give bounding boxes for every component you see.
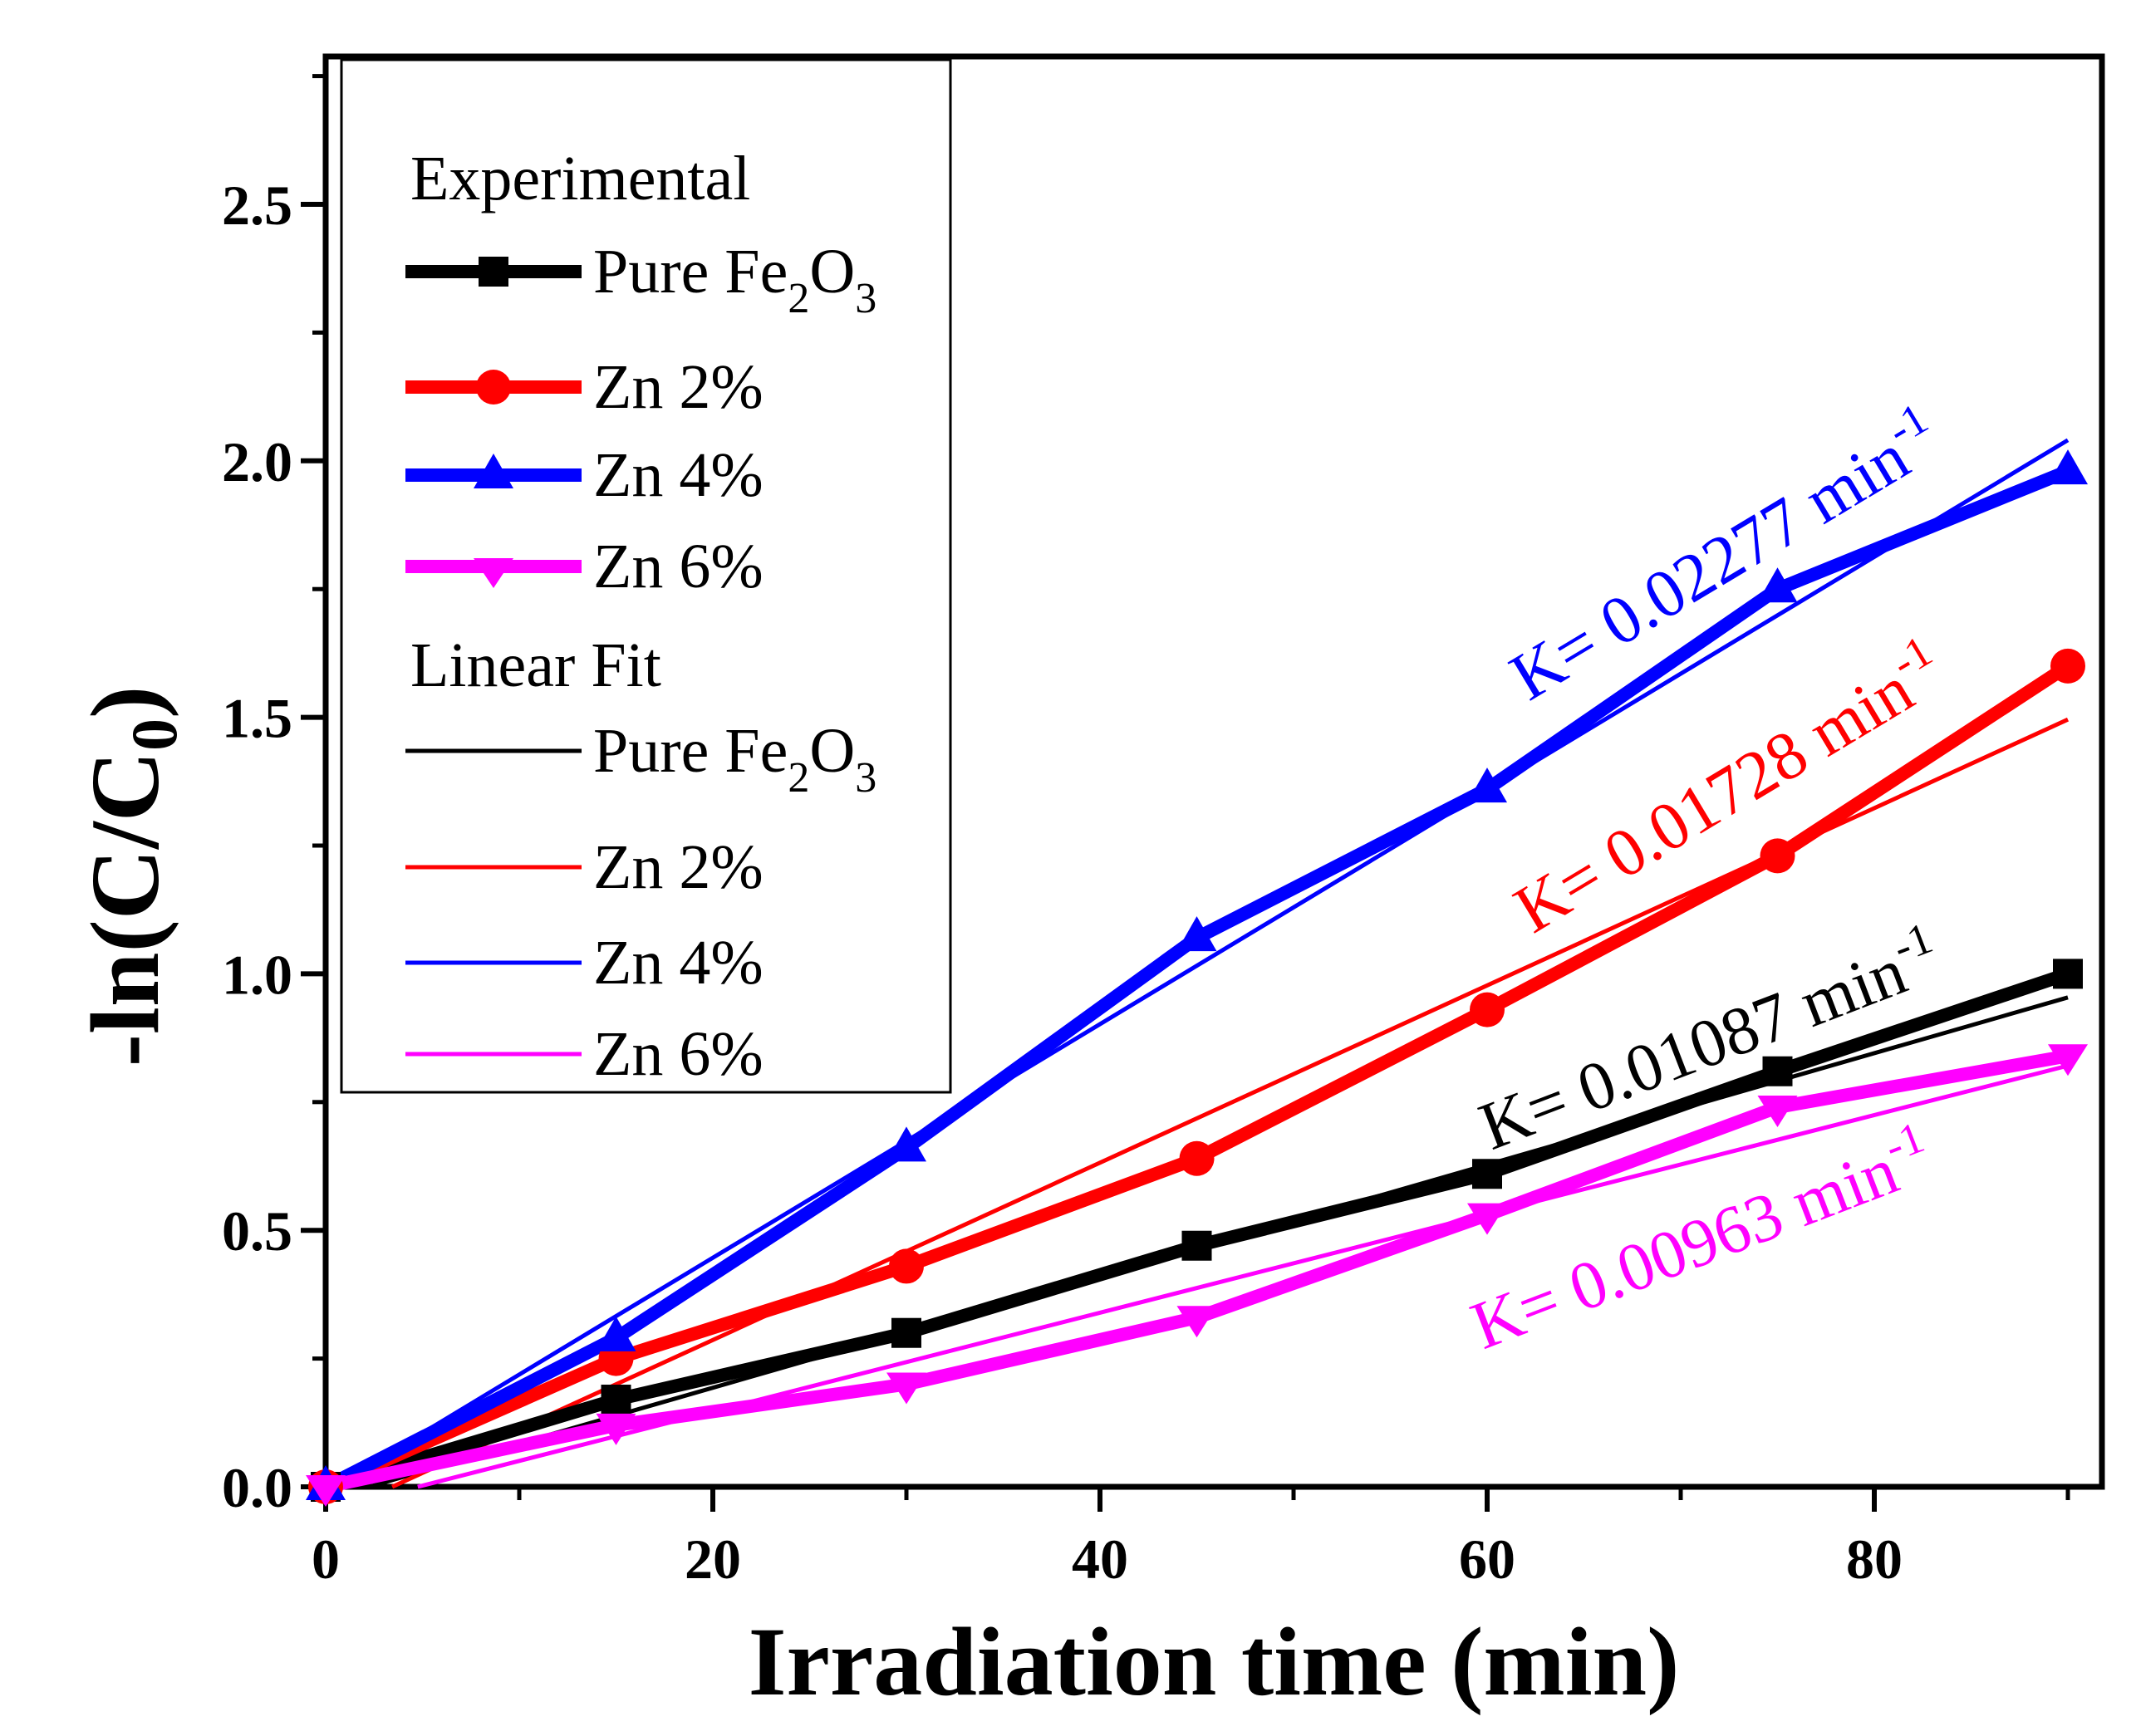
- y-tick-label: 0.5: [222, 1199, 292, 1263]
- legend-title-linear-fit: Linear Fit: [410, 630, 661, 700]
- legend: Experimental Pure Fe2O3 Zn 2% Zn 4% Zn 6…: [340, 58, 952, 1094]
- x-axis-label: Irradiation time (min): [749, 1607, 1680, 1716]
- x-tick-label: 0: [312, 1528, 340, 1591]
- data-point-pure-fe2o3: [601, 1385, 631, 1415]
- x-tick-label: 60: [1459, 1528, 1515, 1591]
- legend-fit-label-zn4: Zn 4%: [593, 928, 764, 998]
- legend-fit-label-zn2: Zn 2%: [593, 832, 764, 902]
- legend-exp-marker-pure: [479, 257, 508, 287]
- y-tick-label: 2.5: [222, 174, 292, 237]
- legend-exp-marker-zn2: [476, 370, 511, 405]
- data-point-pure-fe2o3: [2053, 959, 2083, 989]
- x-tick-label: 20: [685, 1528, 741, 1591]
- y-axis-label: -ln(C/C0): [71, 686, 190, 1067]
- data-point-zn-6: [1757, 1095, 1798, 1127]
- x-tick-label: 80: [1846, 1528, 1903, 1591]
- legend-exp-marker-zn6: [474, 558, 513, 588]
- data-point-pure-fe2o3: [1181, 1230, 1212, 1261]
- data-point-zn-4: [886, 1126, 926, 1162]
- legend-exp-label-zn2: Zn 2%: [593, 352, 764, 422]
- legend-exp-label-zn6: Zn 6%: [593, 532, 764, 601]
- data-point-zn-2: [1760, 838, 1795, 874]
- data-point-zn-4: [1176, 916, 1217, 952]
- y-tick-label: 0.0: [222, 1456, 292, 1519]
- data-point-zn-6: [886, 1372, 926, 1405]
- legend-exp-marker-zn4: [474, 454, 513, 488]
- data-point-zn-6: [1176, 1306, 1217, 1338]
- data-point-pure-fe2o3: [891, 1317, 921, 1348]
- y-tick-label: 1.5: [222, 687, 292, 750]
- y-tick-label: 1.0: [222, 943, 292, 1006]
- legend-box: [340, 58, 952, 1094]
- data-point-zn-2: [2050, 648, 2085, 684]
- data-point-zn-2: [1179, 1140, 1215, 1176]
- legend-fit-label-pure: Pure Fe2O3: [593, 716, 876, 802]
- data-point-zn-4: [596, 1316, 636, 1351]
- data-point-zn-6: [1467, 1203, 1507, 1235]
- plot-frame: [322, 53, 2105, 1490]
- data-point-zn-2: [1470, 992, 1505, 1027]
- data-markers: [306, 449, 2088, 1507]
- data-point-zn-4: [1467, 767, 1507, 803]
- data-point-zn-2: [889, 1248, 924, 1284]
- data-point-pure-fe2o3: [1762, 1056, 1793, 1086]
- data-point-pure-fe2o3: [1472, 1159, 1502, 1189]
- legend-exp-label-pure: Pure Fe2O3: [593, 237, 876, 322]
- data-point-zn-6: [2048, 1044, 2088, 1076]
- legend-title-experimental: Experimental: [410, 144, 750, 213]
- data-point-zn-6: [596, 1413, 636, 1445]
- y-tick-label: 2.0: [222, 430, 292, 493]
- data-point-zn-4: [2048, 449, 2088, 485]
- legend-exp-label-zn4: Zn 4%: [593, 440, 764, 510]
- legend-fit-label-zn6: Zn 6%: [593, 1019, 764, 1089]
- axis-ticks: 0 20 40 60 80 0.0 0.5 1.0 1.5 2.0 2.5: [222, 74, 2070, 1591]
- fit-line-zn-4: [331, 438, 2070, 1489]
- data-point-zn-4: [1757, 567, 1798, 603]
- data-point-zn-6: [306, 1475, 346, 1507]
- x-tick-label: 40: [1072, 1528, 1128, 1591]
